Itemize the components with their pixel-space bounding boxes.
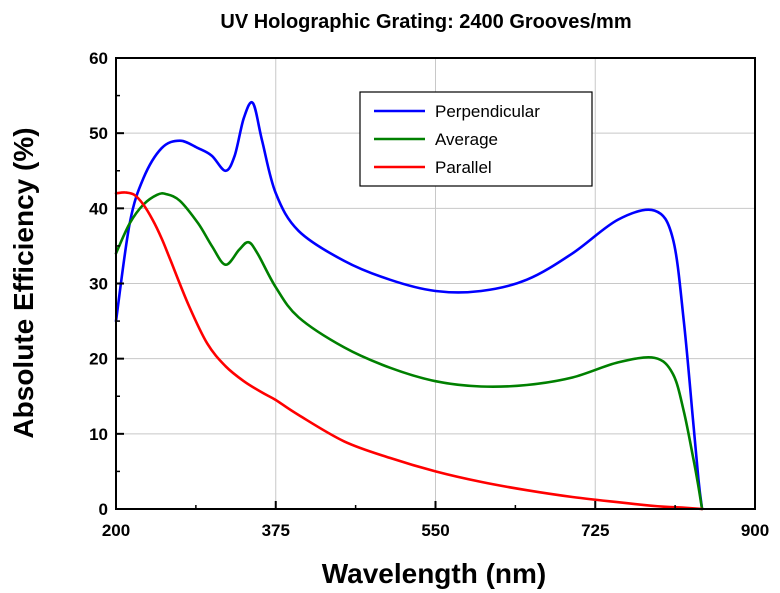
y-axis-label: Absolute Efficiency (%) — [8, 127, 39, 438]
x-tick-label: 900 — [741, 521, 769, 540]
y-tick-label: 50 — [89, 124, 108, 143]
series-group — [114, 100, 704, 511]
series-line-perpendicular — [114, 100, 704, 511]
series-line-parallel — [114, 191, 704, 511]
axis-ticks: 200 375 550 725 900 0 10 20 30 40 50 60 — [89, 49, 769, 540]
y-tick-label: 20 — [89, 350, 108, 369]
y-tick-label: 10 — [89, 425, 108, 444]
y-tick-label: 30 — [89, 275, 108, 294]
series-line-average — [114, 192, 704, 511]
x-tick-label: 725 — [581, 521, 609, 540]
legend: Perpendicular Average Parallel — [359, 91, 593, 187]
legend-label-perpendicular: Perpendicular — [435, 102, 540, 121]
y-tick-label: 40 — [89, 199, 108, 218]
x-tick-label: 200 — [102, 521, 130, 540]
legend-label-parallel: Parallel — [435, 158, 492, 177]
x-tick-label: 375 — [262, 521, 290, 540]
x-axis-label: Wavelength (nm) — [322, 558, 547, 589]
y-tick-label: 0 — [99, 500, 108, 519]
legend-label-average: Average — [435, 130, 498, 149]
chart-title: UV Holographic Grating: 2400 Grooves/mm — [220, 11, 631, 33]
x-tick-label: 550 — [421, 521, 449, 540]
y-tick-label: 60 — [89, 49, 108, 68]
